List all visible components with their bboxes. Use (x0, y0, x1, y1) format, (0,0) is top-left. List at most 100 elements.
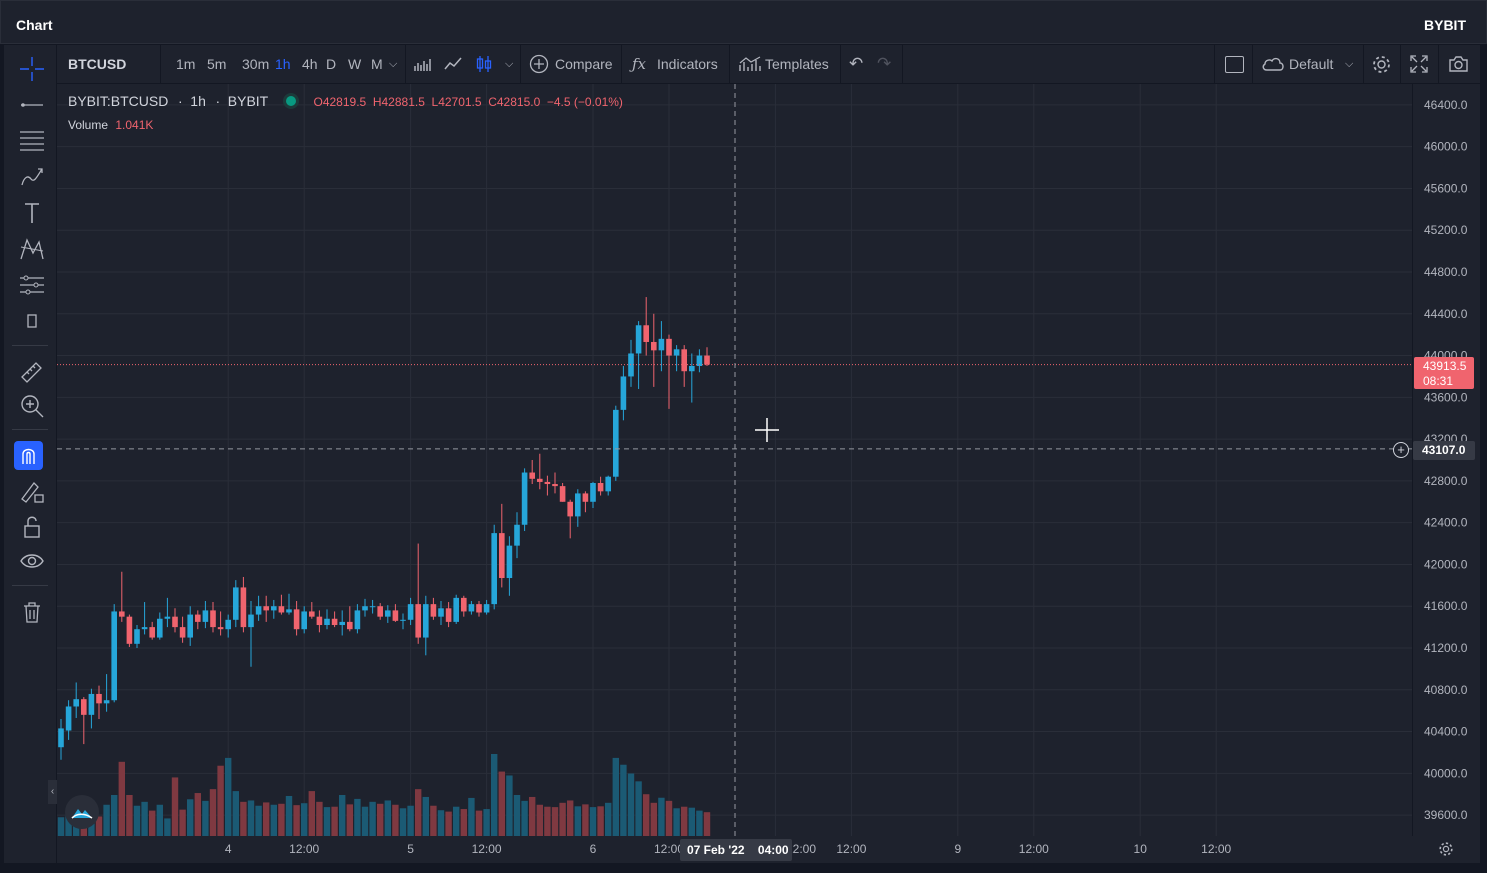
layout-dropdown-icon[interactable]: ⌵ (1345, 58, 1354, 70)
volume-bar-down (126, 795, 133, 836)
volume-bar-up (453, 806, 460, 836)
candle-body-down (263, 606, 269, 611)
interval-button-d[interactable]: D (326, 56, 337, 72)
hide-drawings-eye-icon[interactable] (18, 547, 46, 575)
interval-button-30m[interactable]: 30m (242, 56, 270, 72)
remove-drawings-trash-icon[interactable] (18, 598, 46, 626)
price-chart[interactable] (57, 84, 1412, 836)
interval-button-w[interactable]: W (348, 56, 362, 72)
candle-body-down (499, 533, 505, 579)
price-tick-label: 42000.0 (1424, 557, 1468, 571)
time-axis[interactable]: 412:00512:00612:0012:00812:00912:001012:… (57, 836, 1480, 863)
candle-body-down (544, 481, 551, 485)
crosshair-tool-icon[interactable] (18, 55, 46, 83)
volume-bar-down (551, 807, 559, 836)
market-status-icon[interactable] (285, 96, 296, 106)
crosshair-time: 04:00 (757, 843, 789, 857)
legend-symbol[interactable]: BYBIT:BTCUSD (68, 93, 169, 109)
legend-close: C42815.0 (488, 95, 541, 109)
collapse-toolbar-handle[interactable]: ‹ (48, 780, 57, 804)
templates-icon[interactable] (739, 55, 761, 73)
layout-name-button[interactable]: Default (1289, 56, 1334, 72)
fib-retracement-tool-icon[interactable] (18, 127, 46, 155)
volume-bar-up (437, 810, 445, 836)
cloud-save-icon[interactable] (1261, 55, 1285, 73)
undo-icon[interactable]: ↶ (849, 54, 864, 73)
line-style-icon[interactable] (443, 55, 463, 73)
time-tick-label: 10 (1134, 842, 1148, 856)
candles-style-icon[interactable] (474, 54, 494, 74)
axis-settings-gear-icon[interactable] (1438, 841, 1454, 857)
time-tick-label: 4 (225, 842, 232, 856)
text-tool-icon[interactable] (18, 199, 46, 227)
indicators-button[interactable]: Indicators (657, 56, 718, 72)
candle-body-up (658, 338, 665, 351)
candle-body-down (309, 611, 315, 617)
compare-icon[interactable] (529, 54, 549, 74)
interval-button-1m[interactable]: 1m (176, 56, 196, 72)
volume-bar-up (354, 798, 361, 836)
candle-body-down (476, 604, 482, 613)
fullscreen-icon[interactable] (1410, 55, 1428, 73)
ruler-measure-icon[interactable] (18, 357, 46, 385)
crosshair-date: 07 Feb '22 (687, 843, 745, 857)
candle-body-up (400, 619, 406, 621)
prediction-tool-icon[interactable] (18, 271, 46, 299)
redo-icon[interactable]: ↷ (877, 54, 892, 73)
interval-button-5m[interactable]: 5m (207, 56, 227, 72)
candle-body-up (483, 604, 490, 613)
tradingview-logo[interactable] (65, 795, 99, 829)
templates-button[interactable]: Templates (765, 56, 829, 72)
volume-bar-down (582, 804, 589, 836)
exchange-label: BYBIT (1424, 17, 1466, 33)
compare-button[interactable]: Compare (555, 56, 613, 72)
time-tick-label: 5 (407, 842, 414, 856)
symbol-search-button[interactable]: BTCUSD (68, 56, 127, 72)
candle-body-down (559, 486, 566, 502)
interval-dropdown-icon[interactable]: ⌵ (389, 58, 398, 70)
camera-snapshot-icon[interactable] (1448, 55, 1469, 73)
trend-line-tool-icon[interactable] (18, 91, 46, 119)
candle-body-down (331, 618, 338, 626)
volume-bar-up (156, 804, 163, 836)
price-tick-label: 46400.0 (1424, 98, 1468, 112)
time-axis-labels: 412:00512:00612:0012:00812:00912:001012:… (225, 842, 1232, 856)
time-tick-label: 9 (954, 842, 961, 856)
drawing-mode-lock-icon[interactable] (18, 477, 46, 505)
time-tick-label: 12:00 (654, 842, 684, 856)
volume-bar-down (498, 771, 505, 836)
volume-bar-down (118, 761, 125, 836)
volume-bar-up (635, 781, 642, 836)
price-tick-label: 45200.0 (1424, 223, 1468, 237)
candle-body-up (514, 524, 520, 546)
interval-button-1h[interactable]: 1h (275, 56, 291, 72)
candle-body-up (438, 608, 444, 617)
interval-button-m[interactable]: M (371, 56, 383, 72)
chart-pane[interactable]: BYBIT:BTCUSD · 1h · BYBIT O42819.5 H4288… (57, 84, 1412, 836)
bars-style-icon[interactable] (413, 55, 433, 73)
volume-bar-up (673, 808, 680, 836)
price-tick-label: 40400.0 (1424, 725, 1468, 739)
window-title: Chart (16, 17, 53, 33)
volume-bar-down (445, 811, 452, 836)
interval-button-4h[interactable]: 4h (302, 56, 318, 72)
volume-label[interactable]: Volume (68, 118, 109, 132)
fullscreen-panel-icon[interactable] (1225, 56, 1244, 73)
add-alert-plus-icon[interactable]: + (1393, 442, 1409, 458)
indicators-icon[interactable]: ƒx (632, 55, 647, 73)
price-axis[interactable]: 46400.0 46000.0 45600.0 45200.0 44800.0 44400… (1413, 84, 1480, 836)
candle-body-up (506, 545, 513, 579)
lock-drawings-icon[interactable] (18, 513, 46, 541)
volume-bar-up (57, 817, 65, 836)
chart-style-dropdown-icon[interactable]: ⌵ (505, 58, 514, 70)
magnet-mode-button[interactable] (14, 441, 43, 470)
brush-tool-icon[interactable] (18, 163, 46, 191)
icon-shapes-tool-icon[interactable] (18, 307, 46, 335)
settings-gear-icon[interactable] (1371, 54, 1392, 75)
pattern-tool-icon[interactable] (18, 235, 46, 263)
volume-bar-up (133, 805, 141, 836)
zoom-in-icon[interactable] (18, 392, 46, 420)
volume-bar-down (703, 812, 711, 836)
volume-bar-up (202, 800, 209, 836)
last-price: 43913.5 (1423, 359, 1467, 373)
